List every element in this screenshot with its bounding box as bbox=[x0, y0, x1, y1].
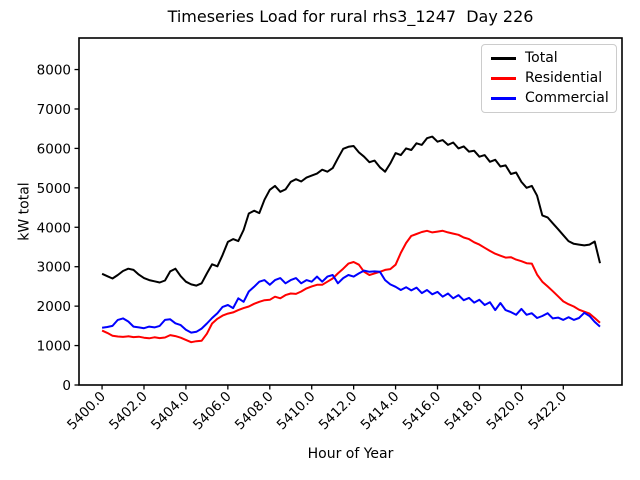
x-tick-label: 5400.0 bbox=[64, 389, 109, 434]
y-tick-label: 0 bbox=[62, 378, 71, 394]
y-tick-label: 3000 bbox=[37, 260, 71, 276]
x-tick-label: 5402.0 bbox=[106, 389, 151, 434]
axes-frame bbox=[78, 37, 623, 386]
legend-label-commercial: Commercial bbox=[525, 90, 609, 106]
x-axis-label: Hour of Year bbox=[307, 446, 394, 462]
total-line bbox=[101, 135, 601, 287]
x-tick-label: 5420.0 bbox=[483, 389, 528, 434]
chart-title: Timeseries Load for rural rhs3_1247 Day … bbox=[167, 7, 534, 26]
y-tick-label: 7000 bbox=[37, 102, 71, 118]
residential-line-swatch bbox=[491, 77, 516, 80]
y-tick-label: 4000 bbox=[37, 220, 71, 236]
x-tick-label: 5410.0 bbox=[274, 389, 319, 434]
total-line-swatch bbox=[491, 57, 516, 60]
legend: Total Residential Commercial bbox=[481, 44, 617, 113]
x-tick-label: 5422.0 bbox=[525, 389, 570, 434]
x-tick-label: 5416.0 bbox=[400, 389, 445, 434]
y-tick-label: 1000 bbox=[37, 339, 71, 355]
legend-label-residential: Residential bbox=[525, 70, 603, 86]
x-tick-label: 5412.0 bbox=[316, 389, 361, 434]
y-axis-label: kW total bbox=[16, 182, 33, 241]
legend-item-residential: Residential bbox=[491, 71, 607, 86]
x-tick-label: 5406.0 bbox=[190, 389, 235, 434]
x-tick-label: 5418.0 bbox=[442, 389, 487, 434]
commercial-line bbox=[101, 269, 601, 334]
y-tick-label: 2000 bbox=[37, 299, 71, 315]
legend-label-total: Total bbox=[525, 50, 558, 66]
legend-item-total: Total bbox=[491, 51, 607, 66]
legend-item-commercial: Commercial bbox=[491, 90, 609, 106]
x-tick-label: 5408.0 bbox=[232, 389, 277, 434]
x-tick-label: 5414.0 bbox=[358, 389, 403, 434]
y-tick-label: 8000 bbox=[37, 63, 71, 79]
commercial-line-swatch bbox=[491, 97, 516, 100]
x-tick-label: 5404.0 bbox=[148, 389, 193, 434]
residential-line bbox=[101, 229, 601, 344]
y-tick-label: 5000 bbox=[37, 181, 71, 197]
y-tick-label: 6000 bbox=[37, 141, 71, 157]
